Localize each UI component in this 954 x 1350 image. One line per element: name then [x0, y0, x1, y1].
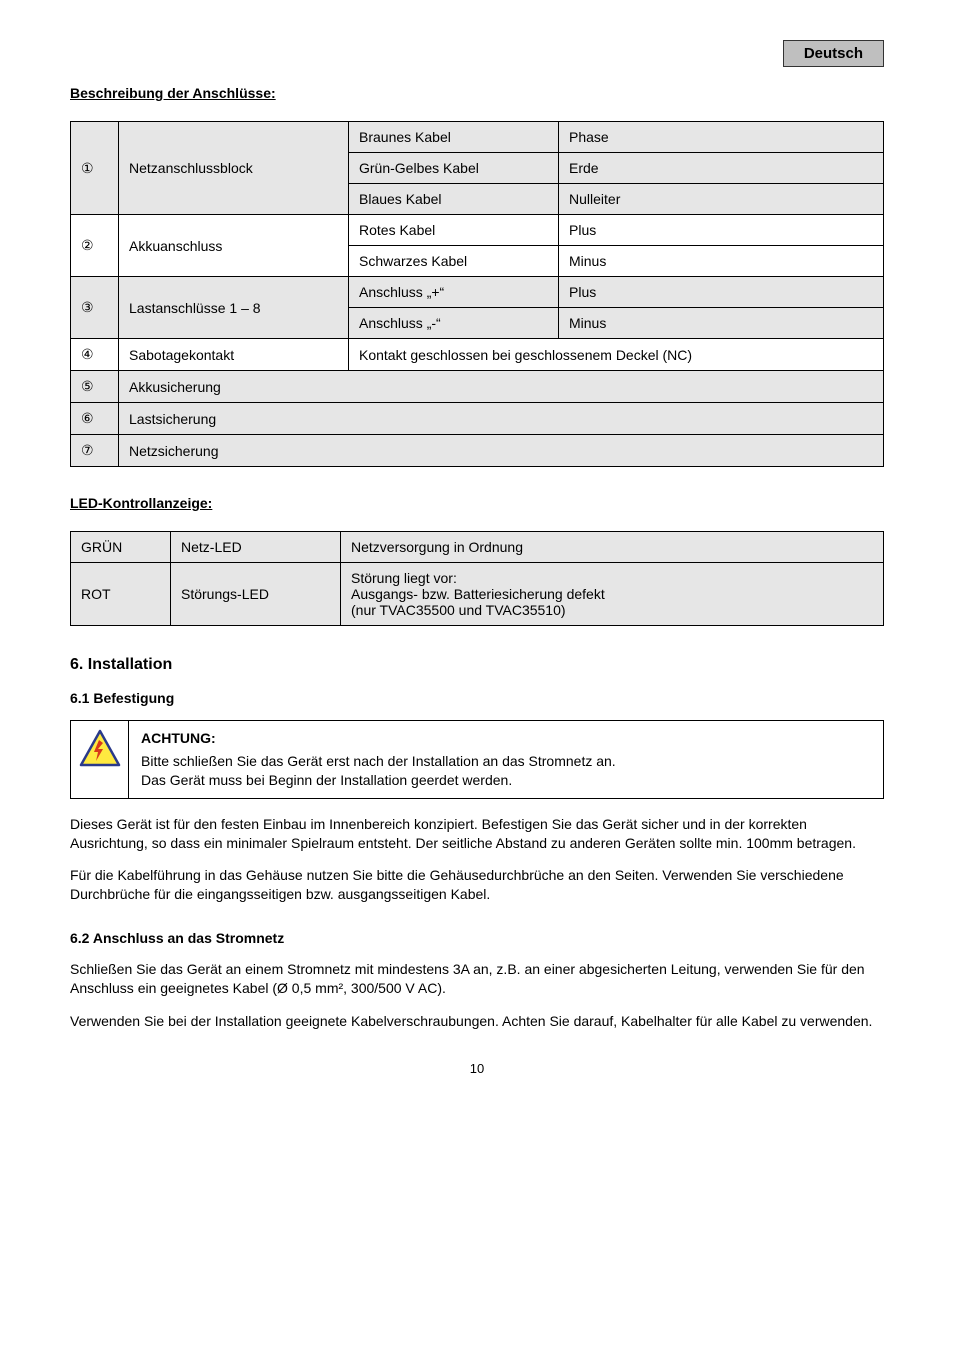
heading-led: LED-Kontrollanzeige: — [70, 495, 884, 511]
row-label-4: Sabotagekontakt — [119, 339, 349, 371]
row-label-6: Lastsicherung — [119, 403, 884, 435]
warning-line: Bitte schließen Sie das Gerät erst nach … — [141, 752, 871, 771]
cell-kabel: Grün-Gelbes Kabel — [349, 153, 559, 184]
warning-icon-cell — [71, 721, 129, 798]
row-num-5: ⑤ — [71, 371, 119, 403]
led-type: Störungs-LED — [171, 563, 341, 626]
led-table: GRÜN Netz-LED Netzversorgung in Ordnung … — [70, 531, 884, 626]
row-num-7: ⑦ — [71, 435, 119, 467]
anschluss-table: ① Netzanschlussblock Braunes Kabel Phase… — [70, 121, 884, 467]
cell-value: Minus — [559, 246, 884, 277]
warning-box: ACHTUNG: Bitte schließen Sie das Gerät e… — [70, 720, 884, 799]
cell-kabel: Anschluss „-“ — [349, 308, 559, 339]
led-name: ROT — [71, 563, 171, 626]
language-badge: Deutsch — [783, 40, 884, 67]
led-desc-line: Ausgangs- bzw. Batteriesicherung defekt — [351, 586, 605, 602]
paragraph: Verwenden Sie bei der Installation geeig… — [70, 1012, 884, 1031]
paragraph: Schließen Sie das Gerät an einem Stromne… — [70, 960, 884, 998]
heading-befestigung: 6.1 Befestigung — [70, 690, 884, 706]
cell-value: Minus — [559, 308, 884, 339]
page-number: 10 — [70, 1061, 884, 1076]
row-num-2: ② — [71, 215, 119, 277]
warning-line: Das Gerät muss bei Beginn der Installati… — [141, 771, 871, 790]
cell-kabel: Rotes Kabel — [349, 215, 559, 246]
cell-value: Kontakt geschlossen bei geschlossenem De… — [349, 339, 884, 371]
cell-kabel: Braunes Kabel — [349, 122, 559, 153]
row-label-7: Netzsicherung — [119, 435, 884, 467]
row-num-1: ① — [71, 122, 119, 215]
cell-kabel: Anschluss „+“ — [349, 277, 559, 308]
cell-value: Phase — [559, 122, 884, 153]
cell-value: Plus — [559, 215, 884, 246]
row-label-3: Lastanschlüsse 1 – 8 — [119, 277, 349, 339]
led-desc: Störung liegt vor: Ausgangs- bzw. Batter… — [341, 563, 884, 626]
cell-value: Plus — [559, 277, 884, 308]
cell-kabel: Schwarzes Kabel — [349, 246, 559, 277]
warning-title: ACHTUNG: — [141, 729, 871, 748]
led-desc-line: (nur TVAC35500 und TVAC35510) — [351, 602, 566, 618]
heading-installation: 6. Installation — [70, 656, 884, 674]
led-type: Netz-LED — [171, 532, 341, 563]
heading-anschluesse: Beschreibung der Anschlüsse: — [70, 85, 884, 101]
led-desc: Netzversorgung in Ordnung — [341, 532, 884, 563]
language-badge-row: Deutsch — [70, 40, 884, 67]
row-num-3: ③ — [71, 277, 119, 339]
heading-stromnetz: 6.2 Anschluss an das Stromnetz — [70, 930, 884, 946]
paragraph: Dieses Gerät ist für den festen Einbau i… — [70, 815, 884, 853]
row-num-4: ④ — [71, 339, 119, 371]
paragraph: Für die Kabelführung in das Gehäuse nutz… — [70, 866, 884, 904]
led-name: GRÜN — [71, 532, 171, 563]
cell-value: Erde — [559, 153, 884, 184]
row-label-1: Netzanschlussblock — [119, 122, 349, 215]
warning-triangle-icon — [79, 729, 121, 767]
cell-kabel: Blaues Kabel — [349, 184, 559, 215]
row-num-6: ⑥ — [71, 403, 119, 435]
led-desc-line: Störung liegt vor: — [351, 570, 457, 586]
row-label-2: Akkuanschluss — [119, 215, 349, 277]
row-label-5: Akkusicherung — [119, 371, 884, 403]
cell-value: Nulleiter — [559, 184, 884, 215]
warning-text: ACHTUNG: Bitte schließen Sie das Gerät e… — [129, 721, 883, 798]
